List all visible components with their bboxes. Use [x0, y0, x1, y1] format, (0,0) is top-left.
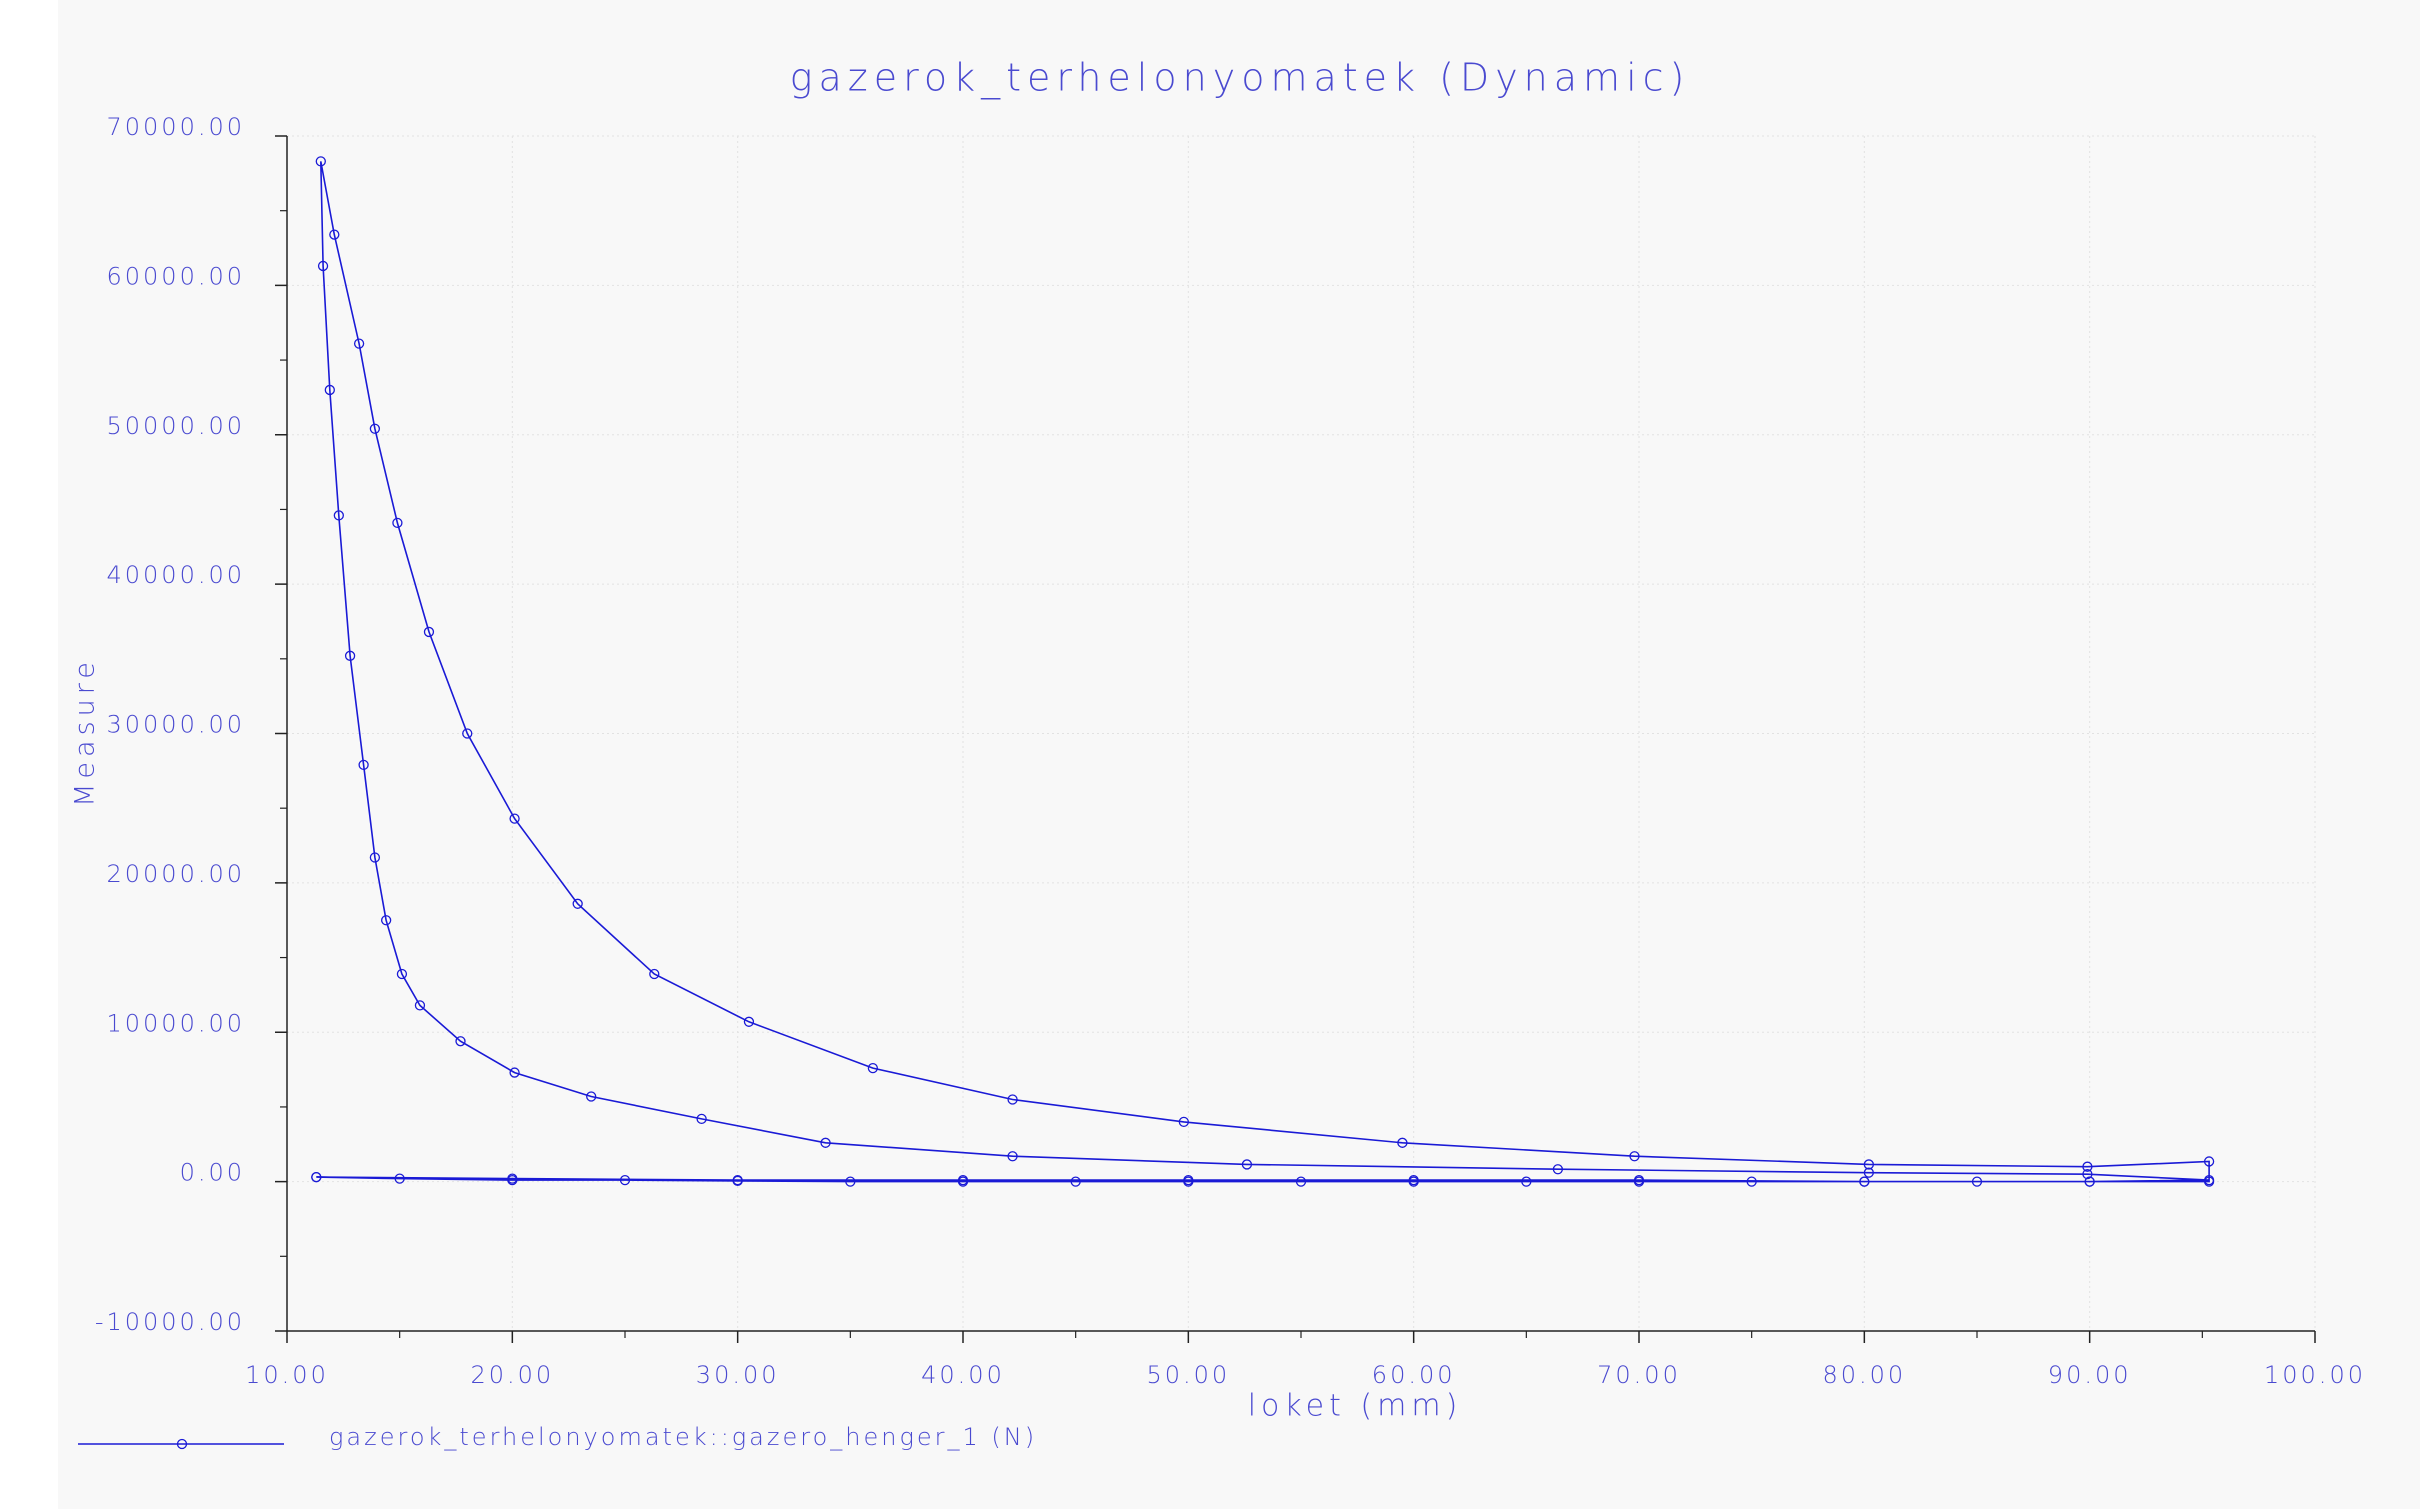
x-tick-label: 10.00 — [245, 1361, 329, 1389]
data-point — [353, 338, 365, 349]
data-point — [1178, 1116, 1189, 1128]
data-point — [1971, 1176, 1983, 1187]
data-point — [329, 229, 340, 240]
data-point — [820, 1137, 831, 1148]
y-tick-label: 60000.00 — [106, 262, 245, 290]
data-point — [358, 759, 369, 771]
chart-title: gazerok_terhelonyomatek (Dynamic) — [790, 56, 1691, 101]
x-tick-label: 30.00 — [696, 1361, 780, 1389]
data-point — [317, 260, 329, 272]
data-point — [1552, 1164, 1564, 1175]
data-point — [414, 1000, 426, 1011]
data-point — [324, 384, 335, 396]
x-axis-label: loket (mm) — [1248, 1389, 1463, 1424]
data-point — [586, 1091, 597, 1102]
data-point — [1397, 1137, 1408, 1148]
y-tick-label: 0.00 — [180, 1159, 245, 1187]
data-point — [743, 1016, 755, 1027]
data-point — [1521, 1176, 1532, 1187]
x-tick-label: 50.00 — [1146, 1361, 1230, 1389]
x-tick-label: 60.00 — [1372, 1361, 1456, 1389]
data-point — [2082, 1161, 2093, 1172]
x-tick-label: 90.00 — [2048, 1361, 2132, 1389]
data-point — [507, 1173, 518, 1184]
data-point — [315, 156, 326, 167]
data-point — [867, 1062, 879, 1074]
data-point — [2084, 1176, 2095, 1187]
data-point — [392, 517, 403, 529]
data-point — [619, 1174, 631, 1186]
panel — [58, 0, 2420, 1509]
data-point — [1007, 1151, 1018, 1162]
data-point — [1241, 1159, 1253, 1170]
data-point — [2203, 1156, 2215, 1167]
data-point — [509, 1067, 520, 1078]
data-point — [344, 650, 356, 661]
x-tick-label: 40.00 — [921, 1361, 1005, 1389]
legend-label: gazerok_terhelonyomatek::gazero_henger_1… — [329, 1423, 1037, 1451]
data-point — [394, 1173, 405, 1184]
data-point — [369, 852, 381, 863]
y-tick-label: 50000.00 — [106, 412, 245, 440]
data-point — [572, 898, 583, 909]
data-point — [455, 1036, 466, 1047]
y-tick-label: 20000.00 — [106, 860, 245, 888]
y-tick-label: -10000.00 — [95, 1308, 245, 1336]
data-point — [1408, 1174, 1419, 1186]
data-point — [732, 1174, 743, 1186]
data-point — [509, 813, 520, 824]
legend-marker — [176, 1438, 188, 1450]
data-point — [2203, 1176, 2215, 1187]
data-point — [1633, 1174, 1645, 1186]
data-point — [1859, 1176, 1870, 1187]
data-point — [2082, 1169, 2093, 1180]
x-tick-label: 100.00 — [2264, 1361, 2366, 1389]
data-point — [1863, 1167, 1874, 1178]
data-point — [1007, 1094, 1018, 1105]
data-point — [380, 915, 392, 926]
series-line — [316, 161, 2210, 1183]
x-tick-label: 20.00 — [470, 1361, 554, 1389]
y-tick-label: 40000.00 — [106, 561, 245, 589]
data-point — [333, 510, 344, 521]
data-point — [1183, 1174, 1194, 1186]
data-point — [423, 626, 435, 638]
data-point — [1863, 1159, 1874, 1170]
data-point — [462, 728, 473, 739]
x-tick-label: 70.00 — [1597, 1361, 1681, 1389]
data-point — [1746, 1176, 1757, 1187]
data-point — [1070, 1176, 1081, 1187]
y-tick-label: 70000.00 — [106, 113, 245, 141]
data-point — [1295, 1176, 1307, 1187]
data-point — [649, 968, 660, 980]
data-point — [311, 1171, 322, 1183]
y-tick-label: 10000.00 — [106, 1009, 245, 1037]
data-point — [696, 1113, 707, 1125]
x-tick-label: 80.00 — [1822, 1361, 1906, 1389]
data-point — [396, 968, 408, 980]
data-point — [1629, 1151, 1640, 1162]
data-point — [845, 1176, 856, 1187]
data-point — [369, 423, 381, 434]
data-point — [957, 1174, 969, 1186]
y-tick-label: 30000.00 — [106, 711, 245, 739]
y-axis-label: Measure — [70, 657, 101, 807]
